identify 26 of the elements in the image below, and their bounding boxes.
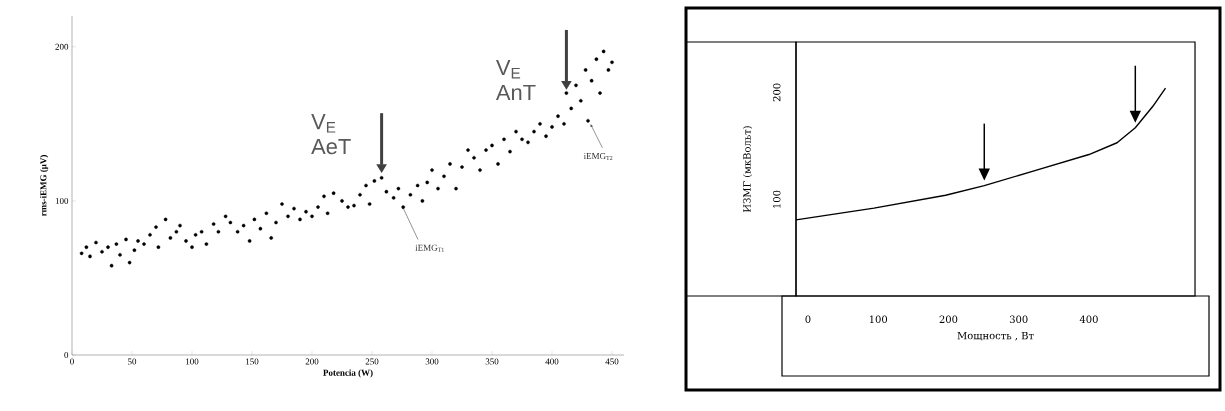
x-tick-label: 300 bbox=[1009, 315, 1028, 324]
x-tick-label: 0 bbox=[70, 358, 74, 365]
x-tick-label: 0 bbox=[805, 315, 811, 324]
x-tick-label: 350 bbox=[485, 358, 499, 365]
y-axis-title: ИЗМГ (мкВольт) bbox=[742, 126, 753, 213]
x-tick-label: 200 bbox=[939, 315, 958, 324]
x-axis-title: Мощность , Вт bbox=[957, 331, 1034, 341]
x-tick-label: 400 bbox=[545, 358, 559, 365]
x-tick-label: 150 bbox=[246, 358, 259, 365]
x-tick-label: 400 bbox=[1079, 315, 1098, 324]
x-tick-label: 200 bbox=[305, 358, 319, 365]
y-tick-label: 200 bbox=[55, 43, 69, 50]
x-tick-label: 100 bbox=[869, 315, 888, 324]
annotation: V$_{E}$ AeT bbox=[311, 114, 351, 155]
y-tick-label: 100 bbox=[55, 197, 69, 204]
x-tick-label: 450 bbox=[605, 358, 619, 365]
x-tick-label: 250 bbox=[365, 358, 379, 365]
annotation: V$_{E}$ AnT bbox=[495, 59, 536, 100]
x-tick-label: 300 bbox=[425, 358, 439, 365]
annotation: iEMG$_{T1}$ bbox=[415, 244, 444, 252]
x-axis-title: Potencia (W) bbox=[323, 369, 373, 378]
annotation: iEMG$_{T2}$ bbox=[583, 153, 613, 160]
y-axis-title: rms-iEMG (μV) bbox=[40, 155, 49, 217]
x-tick-label: 50 bbox=[128, 358, 137, 365]
y-tick-label: 0 bbox=[64, 351, 69, 359]
x-tick-label: 100 bbox=[186, 358, 199, 365]
